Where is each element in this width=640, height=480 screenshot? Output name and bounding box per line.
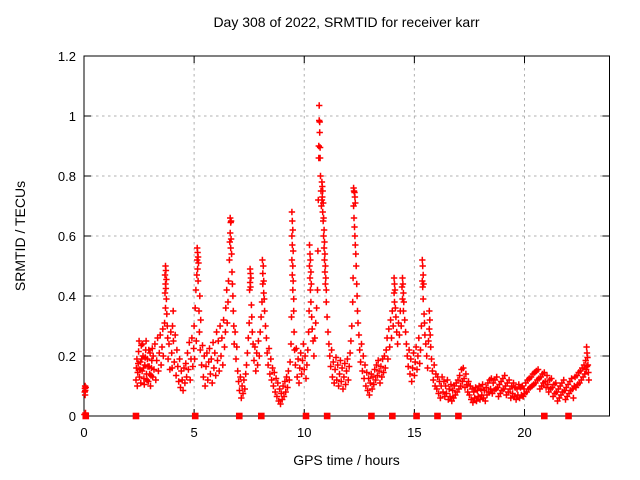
x-axis-label: GPS time / hours xyxy=(293,452,400,468)
svg-text:0.2: 0.2 xyxy=(58,349,76,364)
svg-text:0.4: 0.4 xyxy=(58,289,76,304)
tick-marks xyxy=(83,55,610,417)
svg-text:10: 10 xyxy=(297,425,311,440)
zero-line-square-markers xyxy=(82,412,572,420)
svg-text:1: 1 xyxy=(69,109,76,124)
svg-text:0: 0 xyxy=(80,425,87,440)
scatter-plus-markers xyxy=(81,102,592,418)
svg-text:0.8: 0.8 xyxy=(58,169,76,184)
svg-text:5: 5 xyxy=(191,425,198,440)
svg-text:15: 15 xyxy=(407,425,421,440)
svg-text:0.6: 0.6 xyxy=(58,229,76,244)
chart-title: Day 308 of 2022, SRMTID for receiver kar… xyxy=(213,14,480,30)
svg-text:20: 20 xyxy=(517,425,531,440)
svg-text:1.2: 1.2 xyxy=(58,49,76,64)
tick-labels: 0 0.2 0.4 0.6 0.8 1 1.2 0 5 10 15 20 xyxy=(58,49,532,440)
svg-text:0: 0 xyxy=(69,409,76,424)
